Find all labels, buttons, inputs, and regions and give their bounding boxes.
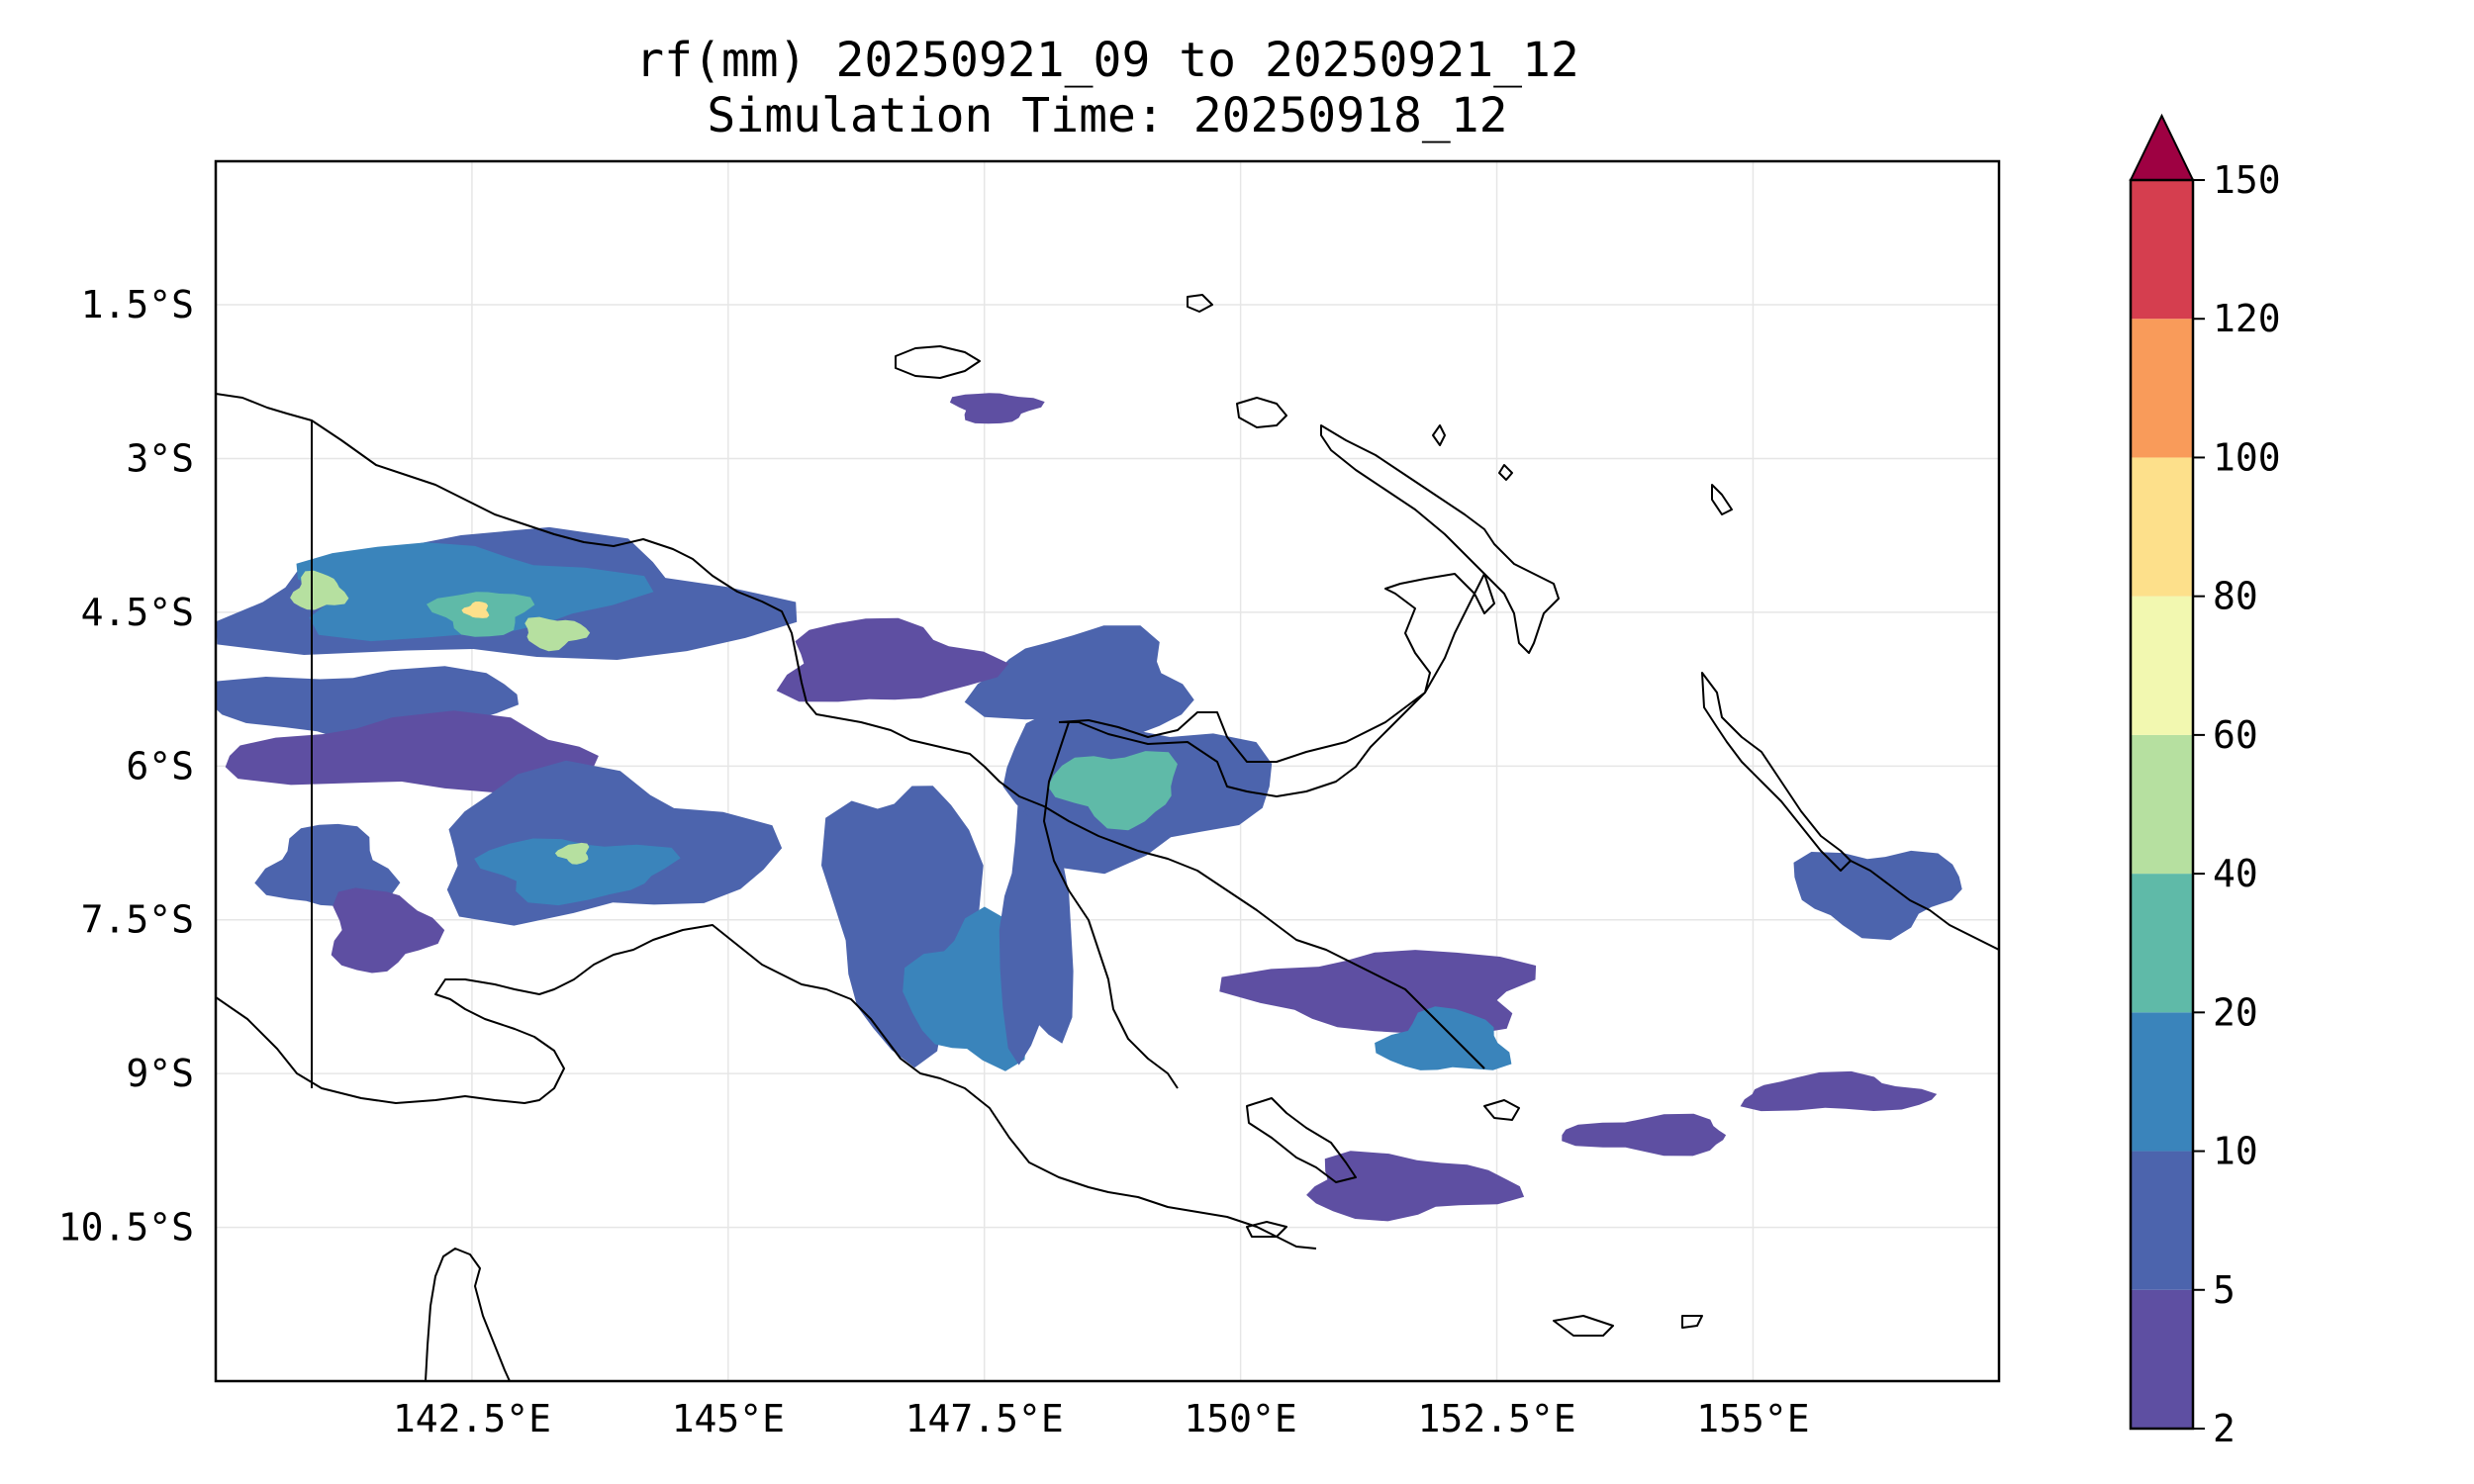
chart-title: rf(mm) 20250921_09 to 20250921_12 xyxy=(635,33,1579,88)
colorbar-segment xyxy=(2131,1012,2193,1152)
y-axis: 1.5°S 3°S 4.5°S 6°S 7.5°S 9°S 10.5°S xyxy=(58,283,194,1250)
colorbar: 2 5 10 20 40 60 80 100 120 150 xyxy=(2129,113,2281,1450)
y-tick-label: 10.5°S xyxy=(58,1206,194,1250)
bougainville-coast xyxy=(1701,672,1852,872)
rain-cell xyxy=(524,616,591,652)
coastlines xyxy=(216,294,1999,1381)
rain-cell xyxy=(1562,1113,1727,1157)
map-plot-area xyxy=(214,159,2001,1383)
cape-york-coast xyxy=(425,1248,511,1381)
x-tick-label: 150°E xyxy=(1184,1397,1296,1440)
new-guinea-north-coast xyxy=(216,393,1485,1069)
rain-cell xyxy=(999,761,1074,1066)
y-tick-label: 3°S xyxy=(126,436,194,480)
y-tick-label: 9°S xyxy=(126,1052,194,1095)
colorbar-tick-label: 150 xyxy=(2213,158,2281,202)
colorbar-tick-label: 20 xyxy=(2213,990,2258,1034)
colorbar-tick-label: 40 xyxy=(2213,852,2258,895)
rain-cell xyxy=(290,570,349,610)
colorbar-tick-label: 5 xyxy=(2213,1268,2236,1312)
y-tick-label: 1.5°S xyxy=(81,283,194,326)
rain-cell xyxy=(296,542,654,642)
new-guinea-south-coast xyxy=(216,924,1317,1250)
manus-island xyxy=(895,345,981,379)
colorbar-extend-arrow xyxy=(2129,113,2195,181)
colorbar-segment xyxy=(2131,1289,2193,1429)
huon-gulf-coast xyxy=(1043,721,1179,1089)
rain-cell xyxy=(776,617,1009,702)
x-tick-label: 152.5°E xyxy=(1417,1397,1575,1440)
rain-cell xyxy=(949,393,1045,424)
solomon-islands-coast xyxy=(1850,860,1999,951)
y-tick-label: 4.5°S xyxy=(81,591,194,634)
new-ireland-coast xyxy=(1320,424,1560,654)
y-tick-label: 7.5°S xyxy=(81,898,194,942)
colorbar-frame xyxy=(2129,178,2195,1431)
rain-cell xyxy=(254,823,401,906)
colorbar-segment xyxy=(2131,734,2193,875)
rain-cell xyxy=(474,838,681,906)
rain-cell xyxy=(1740,1070,1938,1112)
rain-cell xyxy=(225,710,599,794)
rain-cell xyxy=(964,625,1194,737)
trobriand-islands xyxy=(1246,1099,1703,1337)
colorbar-tick-label: 120 xyxy=(2213,297,2281,340)
x-tick-label: 155°E xyxy=(1696,1397,1809,1440)
colorbar-tick-label: 2 xyxy=(2213,1407,2236,1450)
map-frame xyxy=(214,159,2001,1383)
colorbar-segment xyxy=(2131,1151,2193,1290)
new-hanover-island xyxy=(1236,397,1287,428)
rain-cell xyxy=(554,842,590,865)
colorbar-tick-label: 100 xyxy=(2213,435,2281,479)
rain-cell xyxy=(903,906,1031,1071)
x-tick-label: 142.5°E xyxy=(393,1397,551,1440)
x-axis: 142.5°E 145°E 147.5°E 150°E 152.5°E 155°E xyxy=(393,1397,1810,1440)
rain-cell xyxy=(331,887,445,974)
rain-cell xyxy=(461,602,490,618)
rain-cell xyxy=(1793,850,1962,941)
rain-cell xyxy=(1048,751,1178,831)
colorbar-segment xyxy=(2131,180,2193,320)
colorbar-segment xyxy=(2131,457,2193,597)
chart-subtitle: Simulation Time: 20250918_12 xyxy=(707,88,1507,143)
colorbar-segment xyxy=(2131,596,2193,735)
rain-cell xyxy=(1306,1151,1525,1222)
colorbar-tick-label: 80 xyxy=(2213,575,2258,618)
colorbar-segment xyxy=(2131,874,2193,1013)
bismarck-islets xyxy=(1187,294,1733,515)
colorbar-segment xyxy=(2131,319,2193,458)
x-tick-label: 145°E xyxy=(672,1397,785,1440)
louisiade-islands xyxy=(1246,1097,1357,1183)
x-tick-label: 147.5°E xyxy=(905,1397,1064,1440)
colorbar-tick-label: 60 xyxy=(2213,713,2258,757)
y-tick-label: 6°S xyxy=(126,744,194,788)
rainfall-contours xyxy=(216,393,1962,1222)
rain-cell xyxy=(1375,1006,1512,1070)
colorbar-tick-label: 10 xyxy=(2213,1130,2258,1173)
new-britain-coast xyxy=(1058,573,1495,797)
